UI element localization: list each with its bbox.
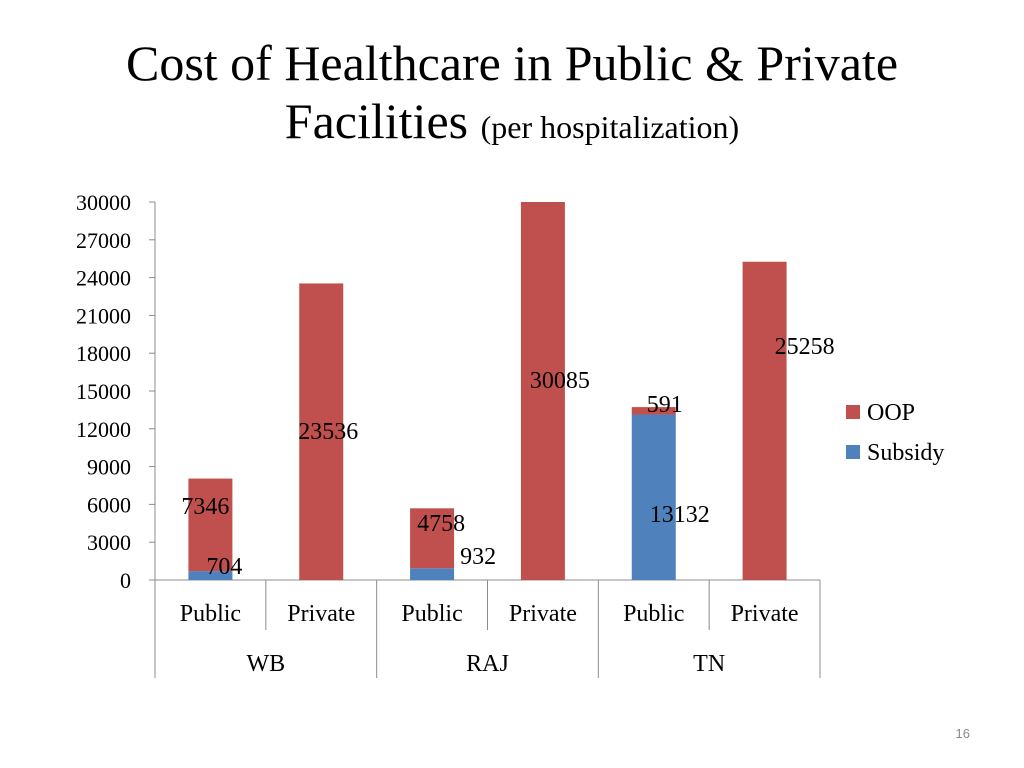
bar-subsidy (188, 571, 233, 580)
bar-oop (410, 508, 455, 569)
x-category-label: Private (287, 601, 355, 627)
y-tick-label: 3000 (87, 530, 131, 555)
data-label: 4758 (417, 511, 465, 537)
y-tick-label: 15000 (76, 379, 131, 404)
bar-subsidy (631, 414, 676, 580)
slide-title: Cost of Healthcare in Public & Private F… (0, 34, 1024, 156)
x-category-label: Private (731, 601, 799, 627)
bar-oop (742, 261, 787, 580)
y-tick-label: 27000 (76, 228, 131, 253)
x-category-label: Public (180, 601, 241, 627)
y-tick-label: 30000 (76, 190, 131, 215)
bar-oop (520, 202, 565, 580)
legend-swatch-oop (846, 405, 860, 419)
x-category-label: Private (509, 601, 577, 627)
x-group-label: RAJ (466, 651, 509, 677)
data-label: 13132 (650, 502, 710, 528)
title-subtitle: (per hospitalization) (480, 109, 740, 145)
y-tick-label: 18000 (76, 341, 131, 366)
data-label: 7346 (181, 494, 229, 520)
bar-oop (188, 478, 233, 572)
bar-oop (299, 283, 344, 580)
x-category-label: Public (623, 601, 684, 627)
data-label: 591 (647, 392, 683, 418)
bar-oop (631, 407, 676, 415)
bar-subsidy (410, 568, 455, 580)
data-label: 30085 (530, 368, 590, 394)
y-tick-label: 24000 (76, 266, 131, 291)
legend-swatch-subsidy (846, 445, 860, 459)
data-label: 932 (460, 544, 496, 570)
title-line-2: Facilities (per hospitalization) (0, 92, 1024, 156)
y-tick-label: 9000 (87, 455, 131, 480)
slide-number: 16 (955, 726, 970, 741)
y-tick-label: 0 (120, 568, 131, 593)
data-label: 25258 (775, 334, 835, 360)
y-tick-label: 12000 (76, 417, 131, 442)
legend-label-oop: OOP (867, 400, 915, 426)
legend-label-subsidy: Subsidy (867, 440, 944, 466)
x-group-label: TN (693, 651, 725, 677)
title-line-1: Cost of Healthcare in Public & Private (125, 35, 899, 91)
x-category-label: Public (401, 601, 462, 627)
y-tick-label: 21000 (76, 303, 131, 328)
y-tick-label: 6000 (87, 492, 131, 517)
data-label: 704 (206, 554, 242, 580)
data-label: 23536 (298, 419, 358, 445)
title-main-word: Facilities (284, 93, 469, 149)
x-group-label: WB (246, 651, 285, 677)
